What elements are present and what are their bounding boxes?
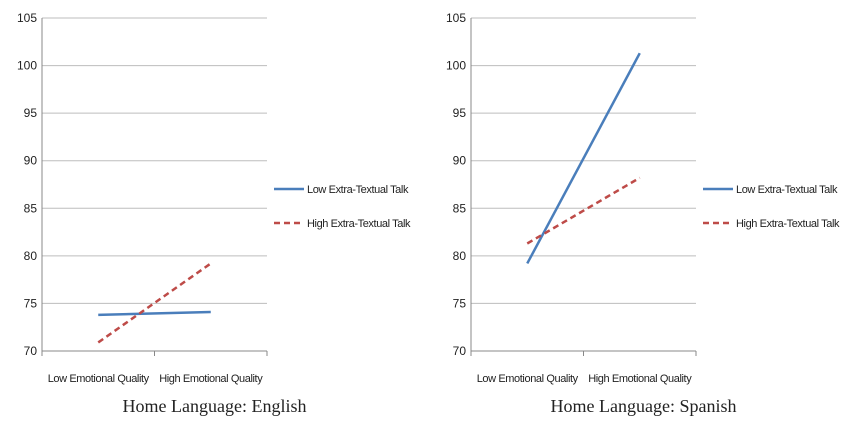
y-tick-label: 100: [446, 59, 466, 73]
chart-caption-english: Home Language: English: [122, 396, 307, 416]
y-tick-label: 105: [446, 11, 466, 25]
x-category-label: High Emotional Quality: [159, 373, 263, 385]
chart-panel-spanish: 70 75 80 85 90 95 100 105 Low Emotional Quality H…: [429, 0, 858, 427]
series-line: [98, 310, 211, 317]
y-tick-label: 95: [24, 106, 38, 120]
chart-caption-spanish: Home Language: Spanish: [550, 396, 737, 416]
y-tick-label: 90: [453, 154, 467, 168]
y-tick-label: 75: [24, 296, 38, 310]
y-tick-label: 90: [24, 154, 38, 168]
legend-label: Low Extra-Textual Talk: [736, 184, 838, 196]
x-category-label: Low Emotional Quality: [477, 373, 579, 385]
line-chart-english: 70 75 80 85 90 95 100 105 Low Emotional Quality H…: [17, 11, 411, 385]
line-chart-spanish: 70 75 80 85 90 95 100 105 Low Emotional Quality H…: [446, 11, 840, 385]
y-tick-label: 80: [453, 249, 467, 263]
y-tick-label: 80: [24, 249, 38, 263]
y-tick-label: 100: [17, 59, 37, 73]
series-line: [97, 262, 212, 344]
legend-label: High Extra-Textual Talk: [736, 218, 840, 230]
y-tick-label: 105: [17, 11, 37, 25]
series-line: [526, 52, 641, 265]
x-category-label: High Emotional Quality: [588, 373, 692, 385]
x-category-label: Low Emotional Quality: [48, 373, 150, 385]
y-tick-label: 70: [453, 344, 467, 358]
series-line: [526, 176, 641, 245]
y-tick-label: 85: [453, 201, 467, 215]
legend-label: High Extra-Textual Talk: [307, 218, 411, 230]
y-tick-label: 70: [24, 344, 38, 358]
legend-label: Low Extra-Textual Talk: [307, 184, 409, 196]
y-tick-label: 95: [453, 106, 467, 120]
y-tick-label: 75: [453, 296, 467, 310]
y-tick-label: 85: [24, 201, 38, 215]
chart-panel-english: 70 75 80 85 90 95 100 105 Low Emotional Quality H…: [17, 11, 411, 416]
